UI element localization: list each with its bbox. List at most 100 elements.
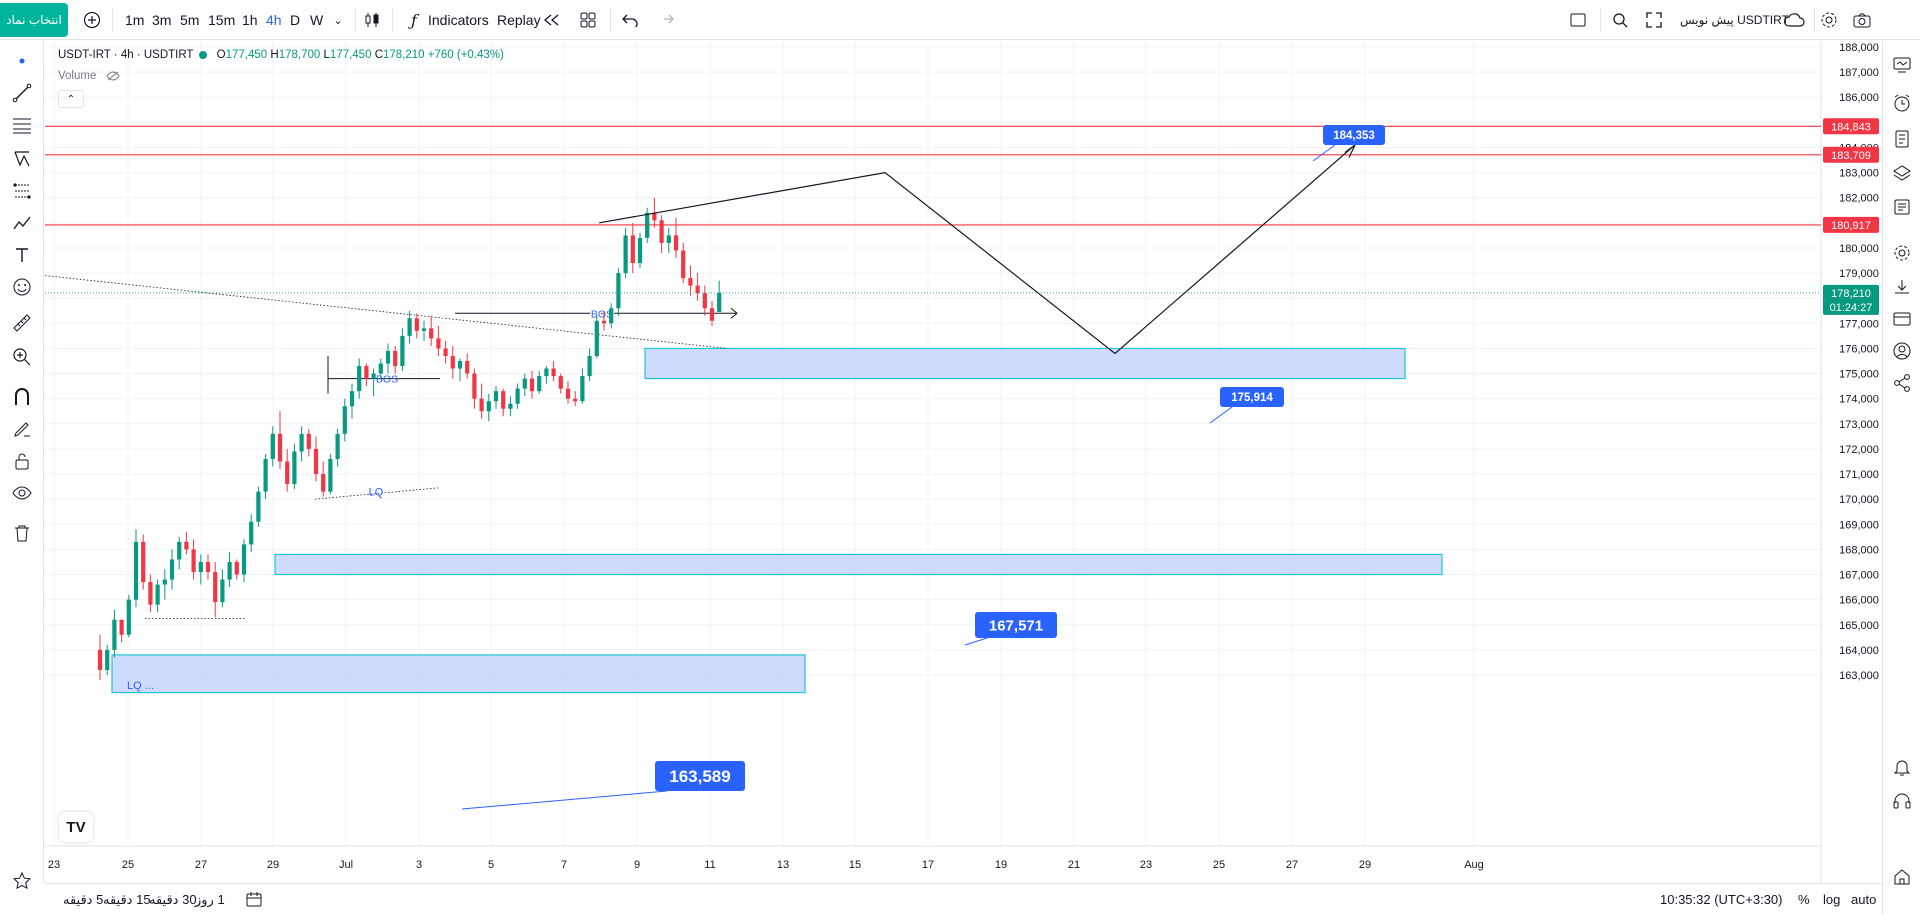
support-headset-icon[interactable] bbox=[1890, 789, 1914, 813]
layout-grid-icon[interactable] bbox=[576, 8, 600, 32]
candle-up[interactable] bbox=[493, 391, 499, 402]
candle-up[interactable] bbox=[249, 521, 254, 545]
candle-up[interactable] bbox=[594, 320, 599, 356]
candle-down[interactable] bbox=[630, 235, 635, 264]
percent-toggle[interactable]: % bbox=[1798, 892, 1810, 907]
candle-down[interactable] bbox=[551, 368, 556, 377]
candle-down[interactable] bbox=[702, 293, 707, 309]
interval-d[interactable]: D bbox=[290, 12, 301, 28]
candle-up[interactable] bbox=[126, 599, 131, 635]
symbol-search-button[interactable]: انتخاب نماد bbox=[0, 3, 68, 37]
candle-down[interactable] bbox=[313, 448, 319, 475]
candle-up[interactable] bbox=[112, 619, 117, 650]
candle-up[interactable] bbox=[155, 584, 160, 605]
collapse-legend-button[interactable]: ⌃ bbox=[58, 90, 84, 108]
price-chart[interactable]: 188,000187,000186,000185,000184,000183,0… bbox=[45, 41, 1881, 883]
candle-up[interactable] bbox=[133, 541, 139, 600]
chart-area[interactable]: 188,000187,000186,000185,000184,000183,0… bbox=[45, 41, 1881, 883]
watchlist-icon[interactable] bbox=[1890, 53, 1914, 77]
bos-line[interactable] bbox=[455, 307, 738, 319]
home-icon[interactable] bbox=[1890, 865, 1914, 889]
pattern-tool-icon[interactable] bbox=[10, 147, 34, 171]
stay-in-drawing-icon[interactable] bbox=[10, 417, 34, 441]
candle-down[interactable] bbox=[695, 285, 700, 294]
demand-zone[interactable] bbox=[274, 553, 1443, 576]
candle-down[interactable] bbox=[472, 373, 477, 399]
favorites-star-icon[interactable] bbox=[10, 869, 34, 893]
zoom-in-icon[interactable] bbox=[10, 345, 34, 369]
candle-down[interactable] bbox=[364, 366, 369, 379]
add-symbol-icon[interactable] bbox=[80, 8, 104, 32]
candle-up[interactable] bbox=[609, 308, 614, 324]
candle-down[interactable] bbox=[436, 338, 441, 349]
candle-up[interactable] bbox=[241, 544, 247, 575]
candle-down[interactable] bbox=[277, 433, 283, 462]
candle-up[interactable] bbox=[587, 355, 592, 377]
lock-icon[interactable] bbox=[10, 449, 34, 473]
candle-down[interactable] bbox=[479, 398, 484, 412]
candle-up[interactable] bbox=[407, 318, 412, 336]
candle-down[interactable] bbox=[529, 378, 535, 392]
projection-path[interactable] bbox=[599, 144, 1356, 355]
candle-up[interactable] bbox=[349, 391, 355, 407]
candle-up[interactable] bbox=[299, 433, 304, 452]
candle-up[interactable] bbox=[400, 335, 405, 367]
candle-down[interactable] bbox=[558, 376, 563, 389]
volume-legend[interactable]: Volume bbox=[58, 70, 120, 82]
range-30-minutes[interactable]: 30 دقیقه bbox=[149, 892, 197, 907]
candle-up[interactable] bbox=[227, 561, 232, 580]
emoji-icon[interactable] bbox=[10, 275, 34, 299]
candle-up[interactable] bbox=[270, 433, 275, 459]
object-tree-gear-icon[interactable] bbox=[1890, 241, 1914, 265]
candle-down[interactable] bbox=[709, 308, 715, 321]
candle-down[interactable] bbox=[673, 235, 679, 251]
callout-175914-box[interactable] bbox=[1220, 387, 1284, 407]
candle-down[interactable] bbox=[205, 561, 211, 573]
cursor-dot-icon[interactable] bbox=[10, 49, 34, 73]
candle-down[interactable] bbox=[573, 398, 578, 402]
candle-down[interactable] bbox=[565, 388, 571, 399]
demand-zone[interactable] bbox=[644, 347, 1406, 380]
candle-up[interactable] bbox=[508, 403, 513, 409]
candle-up[interactable] bbox=[580, 376, 585, 402]
ruler-icon[interactable] bbox=[10, 311, 34, 335]
auto-scale-toggle[interactable]: auto bbox=[1851, 892, 1877, 907]
quick-search-icon[interactable] bbox=[1608, 8, 1632, 32]
interval-w[interactable]: W bbox=[310, 12, 324, 28]
range-15-minutes[interactable]: 15 دقیقه bbox=[103, 892, 151, 907]
horizontal-lines-icon[interactable] bbox=[10, 113, 34, 137]
function-icon[interactable]: ƒ bbox=[411, 10, 417, 30]
candle-up[interactable] bbox=[342, 406, 347, 434]
callout-184353-box[interactable] bbox=[1323, 125, 1385, 145]
legend-title[interactable]: USDT-IRT · 4h · USDTIRT bbox=[58, 49, 194, 61]
interval-4h[interactable]: 4h bbox=[266, 12, 282, 28]
candle-up[interactable] bbox=[177, 541, 182, 560]
interval-5m[interactable]: 5m bbox=[180, 12, 200, 28]
candle-up[interactable] bbox=[537, 376, 542, 392]
candle-up[interactable] bbox=[421, 328, 427, 331]
news-icon[interactable] bbox=[1890, 127, 1914, 151]
candle-up[interactable] bbox=[169, 559, 175, 580]
candle-down[interactable] bbox=[148, 582, 153, 605]
candle-up[interactable] bbox=[292, 451, 297, 485]
candle-up[interactable] bbox=[717, 292, 722, 313]
notifications-bell-icon[interactable] bbox=[1890, 755, 1914, 779]
candle-up[interactable] bbox=[105, 649, 110, 670]
candle-up[interactable] bbox=[385, 350, 391, 364]
bos-line[interactable] bbox=[327, 355, 440, 394]
candle-up[interactable] bbox=[666, 235, 671, 243]
candle-down[interactable] bbox=[393, 350, 398, 367]
candle-down[interactable] bbox=[184, 541, 189, 550]
candle-down[interactable] bbox=[688, 278, 693, 286]
candle-down[interactable] bbox=[119, 619, 124, 635]
candle-down[interactable] bbox=[652, 212, 657, 221]
candle-up[interactable] bbox=[378, 363, 383, 374]
interval-15m[interactable]: 15m bbox=[208, 12, 236, 28]
fullscreen-square-icon[interactable] bbox=[1566, 8, 1590, 32]
camera-screenshot-icon[interactable] bbox=[1850, 8, 1874, 32]
date-range-icon[interactable] bbox=[245, 890, 263, 911]
undo-icon[interactable] bbox=[618, 8, 642, 32]
tradingview-logo[interactable]: TV bbox=[59, 812, 93, 842]
replay-icon[interactable] bbox=[540, 8, 564, 32]
range-5-minutes[interactable]: 5 دقیقه bbox=[63, 892, 104, 907]
